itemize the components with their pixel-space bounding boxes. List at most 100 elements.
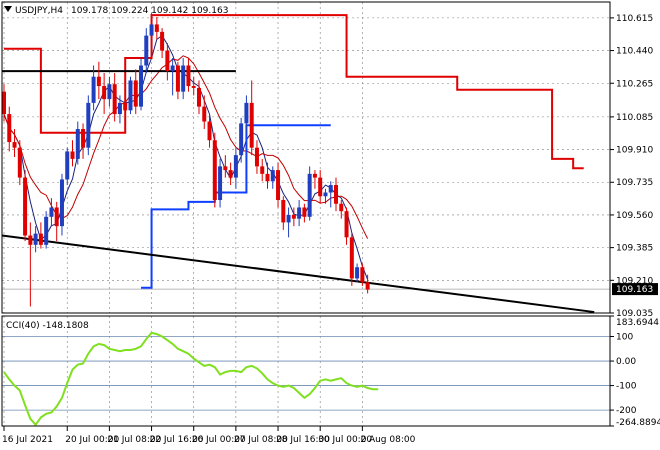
candle (360, 263, 365, 286)
current-price-label: 109.163 (616, 285, 653, 295)
candle-body (244, 102, 249, 124)
candle-body (339, 203, 344, 212)
candle (276, 162, 281, 208)
candle-body (154, 24, 159, 32)
price-tick-label: 109.035 (616, 309, 653, 319)
candle-body (286, 214, 291, 223)
candle-body (323, 192, 328, 197)
candle (12, 129, 17, 158)
candle (307, 166, 312, 221)
candle (139, 58, 144, 111)
candle (355, 263, 360, 283)
candle-body (75, 129, 80, 159)
candle (202, 95, 207, 130)
candle-body (181, 65, 186, 92)
time-tick-label: 30 Jul 00:00 (318, 435, 372, 445)
candle-body (144, 35, 149, 66)
candle-body (123, 102, 128, 111)
price-candles (2, 13, 370, 307)
candle-body (191, 86, 196, 88)
candle-body (175, 65, 180, 92)
candle-body (328, 185, 333, 193)
cci-tick-label: -100 (616, 382, 637, 392)
candle (70, 140, 75, 167)
fast-ma-line (3, 34, 369, 280)
time-tick-label: 28 Jul 16:00 (276, 435, 330, 445)
time-tick-label: 2 Aug 08:00 (360, 435, 415, 445)
candle-body (2, 91, 6, 115)
candle (107, 76, 112, 107)
candle-body (249, 102, 254, 148)
candle (128, 76, 133, 115)
candle-body (17, 147, 22, 178)
cci-tick-label: 183.6944 (616, 318, 659, 328)
cci-tick-label: -200 (616, 406, 637, 416)
candle (112, 72, 117, 122)
candle-body (91, 76, 96, 103)
candle-body (102, 86, 107, 100)
candle-body (360, 267, 365, 283)
candle (38, 222, 43, 249)
candle-body (355, 267, 360, 279)
candle-body (49, 207, 54, 217)
candle (218, 158, 223, 208)
cci-tick-label: 0.00 (616, 357, 636, 367)
cci-label: CCI(40) -148.1808 (6, 321, 89, 331)
candle (233, 147, 238, 189)
candle (228, 162, 233, 186)
candle (17, 140, 22, 186)
candle (196, 80, 201, 115)
price-panel-frame (1, 1, 611, 314)
candle-body (270, 170, 275, 182)
price-tick-label: 110.440 (616, 47, 653, 57)
candle-body (291, 214, 296, 219)
candle (265, 162, 270, 189)
candle (334, 177, 339, 212)
candle (249, 80, 254, 156)
candle (28, 222, 33, 307)
support-step-line (141, 124, 331, 289)
price-indicator-lines (1, 14, 595, 314)
candle-body (54, 207, 59, 227)
candle (191, 76, 196, 96)
candle (23, 170, 28, 242)
candle (144, 28, 149, 73)
candle (302, 203, 307, 223)
candle (96, 61, 101, 100)
candle-body (112, 84, 117, 115)
symbol-dropdown-icon[interactable] (4, 6, 12, 12)
candle-body (128, 80, 133, 111)
candle-body (254, 147, 259, 167)
candle-body (28, 235, 33, 245)
candle (117, 95, 122, 124)
candle-body (307, 173, 312, 217)
candle (149, 13, 154, 51)
candle (349, 233, 354, 286)
candle-body (7, 114, 12, 143)
candle-body (218, 166, 223, 200)
candle-body (344, 211, 349, 238)
cci-panel: 183.6944 100 0.00 -100 -200 -264.8894 CCI(40)… (1, 315, 660, 428)
candle (165, 43, 170, 81)
current-price-box (612, 283, 658, 296)
candle-body (228, 170, 233, 178)
candle (207, 114, 212, 148)
price-tick-label: 109.735 (616, 178, 653, 188)
time-tick-label: 26 Jul 00:00 (192, 435, 246, 445)
price-panel: 110.615 110.440 110.265 110.085 109.910 109.7… (1, 1, 658, 319)
candle-body (233, 155, 238, 178)
candle (291, 207, 296, 227)
candle-body (170, 65, 175, 72)
candle (7, 106, 12, 152)
candle-body (23, 177, 28, 236)
price-tick-label: 110.265 (616, 79, 653, 89)
candle (260, 158, 265, 182)
candle (223, 155, 228, 178)
candle-body (86, 102, 91, 148)
candle (239, 117, 244, 163)
candle-body (202, 106, 207, 122)
candle-body (107, 84, 112, 100)
time-tick-label: 21 Jul 08:00 (107, 435, 161, 445)
